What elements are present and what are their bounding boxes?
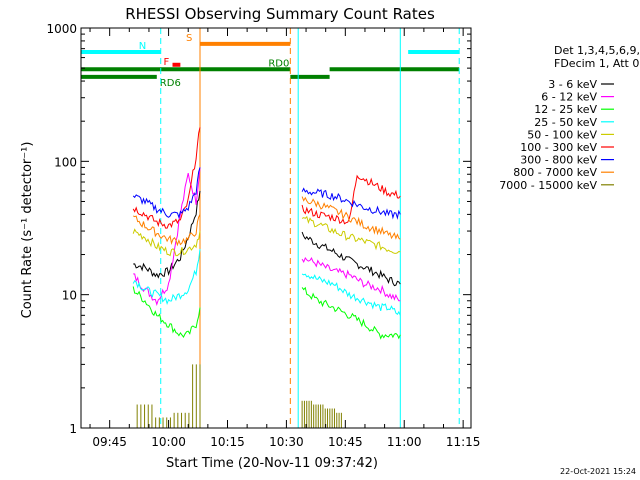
legend-label-3: 25 - 50 keV (534, 116, 597, 129)
legend-label-8: 7000 - 15000 keV (499, 179, 597, 192)
y-tick-label-2: 100 (54, 155, 77, 169)
render-timestamp: 22-Oct-2021 15:24 (560, 467, 636, 476)
series-4-seg-1 (301, 215, 401, 254)
series-0-seg-1 (301, 231, 401, 287)
x-tick-label-2: 10:15 (210, 435, 245, 449)
legend-label-7: 800 - 7000 keV (513, 166, 597, 179)
legend-label-4: 50 - 100 keV (527, 128, 597, 141)
series-2-seg-1 (301, 286, 401, 340)
x-axis-label: Start Time (20-Nov-11 09:37:42) (166, 456, 378, 471)
state-bars: N S F RD0 RD6 (81, 33, 460, 89)
legend-header-line1: Det 1,3,4,5,6,9, (554, 44, 640, 57)
series-7-seg-1 (301, 196, 401, 240)
series-2-seg-0 (132, 286, 201, 338)
x-tick-label-0: 09:45 (92, 435, 127, 449)
x-tick-label-4: 10:45 (328, 435, 363, 449)
series-1-seg-1 (301, 257, 401, 302)
state-bar-label-rd6: RD6 (160, 78, 181, 89)
series-3-seg-0 (132, 248, 201, 306)
x-tick-label-1: 10:00 (151, 435, 186, 449)
series-4-seg-0 (132, 228, 201, 257)
series-3-seg-1 (301, 273, 401, 316)
series-7-seg-0 (132, 214, 201, 247)
legend-header-line2: FDecim 1, Att 0 (554, 57, 639, 70)
legend-label-5: 100 - 300 keV (520, 141, 597, 154)
state-bar-label-f: F (164, 57, 170, 68)
series-5-seg-1 (301, 174, 401, 225)
legend-label-1: 6 - 12 keV (541, 91, 597, 104)
state-bar-label-s: S (186, 33, 192, 44)
legend-label-0: 3 - 6 keV (548, 78, 597, 91)
axes: 1 10 100 1000 09:45 10:00 10:15 10:30 10:45 11:00… (46, 22, 480, 449)
state-bar-label-rd0: RD0 (268, 58, 289, 69)
y-axis-label: Count Rate (s⁻¹ detector⁻¹) (20, 142, 35, 319)
x-tick-label-3: 10:30 (269, 435, 304, 449)
x-tick-label-5: 11:00 (387, 435, 422, 449)
y-tick-label-1: 10 (62, 289, 77, 303)
series-6-seg-1 (301, 187, 401, 220)
legend-label-2: 12 - 25 keV (534, 103, 597, 116)
series-lines (132, 127, 401, 428)
y-tick-label-0: 1 (69, 422, 77, 436)
plot-frame (80, 27, 472, 429)
event-lines (160, 28, 460, 428)
x-tick-label-6: 11:15 (446, 435, 481, 449)
chart-title: RHESSI Observing Summary Count Rates (125, 5, 435, 23)
y-tick-label-3: 1000 (46, 22, 77, 36)
state-bar-label-n: N (139, 41, 146, 52)
series-5-seg-0 (132, 127, 201, 229)
legend-label-6: 300 - 800 keV (520, 154, 597, 167)
series-6-seg-0 (132, 167, 201, 220)
